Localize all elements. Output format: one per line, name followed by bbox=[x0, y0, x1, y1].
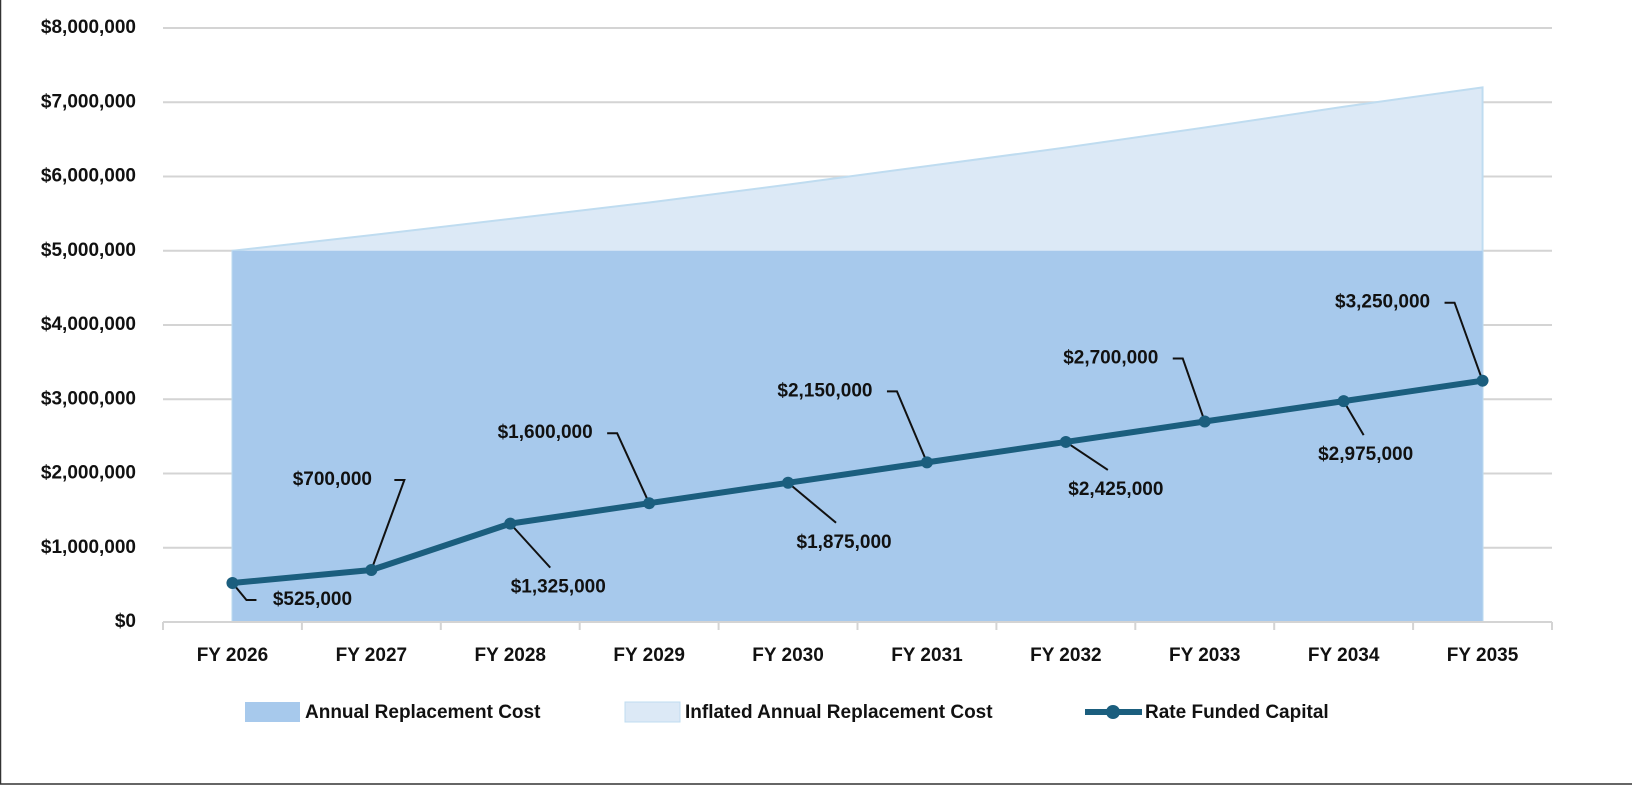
x-tick-label: FY 2035 bbox=[1447, 645, 1519, 666]
legend-label: Inflated Annual Replacement Cost bbox=[685, 702, 993, 723]
x-tick-label: FY 2031 bbox=[891, 645, 963, 666]
legend-label: Annual Replacement Cost bbox=[305, 702, 541, 723]
leader-line bbox=[370, 479, 406, 571]
leader-line bbox=[886, 390, 928, 463]
marker bbox=[782, 476, 795, 489]
data-label: $700,000 bbox=[293, 469, 372, 490]
marker bbox=[920, 456, 933, 469]
data-label: $2,975,000 bbox=[1318, 444, 1413, 465]
y-tick-label: $2,000,000 bbox=[41, 463, 136, 484]
leader-line bbox=[231, 582, 257, 602]
leader-line bbox=[787, 482, 837, 524]
x-tick-label: FY 2029 bbox=[613, 645, 684, 666]
y-tick-label: $8,000,000 bbox=[41, 17, 136, 38]
legend-label: Rate Funded Capital bbox=[1145, 702, 1329, 723]
y-tick-label: $3,000,000 bbox=[41, 388, 136, 409]
leader-line bbox=[509, 522, 551, 569]
marker bbox=[643, 497, 656, 510]
data-label: $2,700,000 bbox=[1063, 348, 1158, 369]
data-label: $525,000 bbox=[273, 589, 352, 610]
data-label: $2,150,000 bbox=[777, 380, 872, 401]
marker bbox=[504, 517, 517, 530]
leader-line bbox=[1065, 441, 1109, 471]
x-tick-label: FY 2028 bbox=[475, 645, 546, 666]
marker bbox=[1198, 415, 1211, 428]
legend-swatch bbox=[1106, 705, 1120, 719]
x-tick-label: FY 2033 bbox=[1169, 645, 1240, 666]
marker bbox=[365, 564, 378, 577]
y-tick-label: $4,000,000 bbox=[41, 314, 136, 335]
x-tick-label: FY 2032 bbox=[1030, 645, 1101, 666]
marker bbox=[1476, 374, 1489, 387]
legend-swatch bbox=[624, 701, 681, 723]
line bbox=[232, 377, 1483, 587]
data-label: $3,250,000 bbox=[1335, 292, 1430, 313]
y-tick-label: $0 bbox=[115, 611, 136, 632]
data-label: $1,325,000 bbox=[511, 577, 606, 598]
y-tick-label: $1,000,000 bbox=[41, 537, 136, 558]
area bbox=[232, 250, 1483, 622]
marker bbox=[226, 577, 239, 590]
leader-line bbox=[1444, 301, 1484, 382]
x-tick-label: FY 2030 bbox=[752, 645, 823, 666]
x-tick-label: FY 2027 bbox=[336, 645, 407, 666]
legend-swatch bbox=[245, 702, 300, 722]
data-label: $1,600,000 bbox=[498, 422, 593, 443]
data-label: $2,425,000 bbox=[1068, 479, 1163, 500]
marker bbox=[1337, 395, 1350, 408]
data-label: $1,875,000 bbox=[797, 532, 892, 553]
leader-line bbox=[1342, 400, 1365, 436]
y-tick-label: $7,000,000 bbox=[41, 91, 136, 112]
leader-line bbox=[607, 432, 651, 504]
x-tick-label: FY 2026 bbox=[197, 645, 268, 666]
leader-line bbox=[1172, 357, 1206, 422]
y-tick-label: $5,000,000 bbox=[41, 240, 136, 261]
y-tick-label: $6,000,000 bbox=[41, 166, 136, 187]
marker bbox=[1059, 435, 1072, 448]
x-tick-label: FY 2034 bbox=[1308, 645, 1380, 666]
